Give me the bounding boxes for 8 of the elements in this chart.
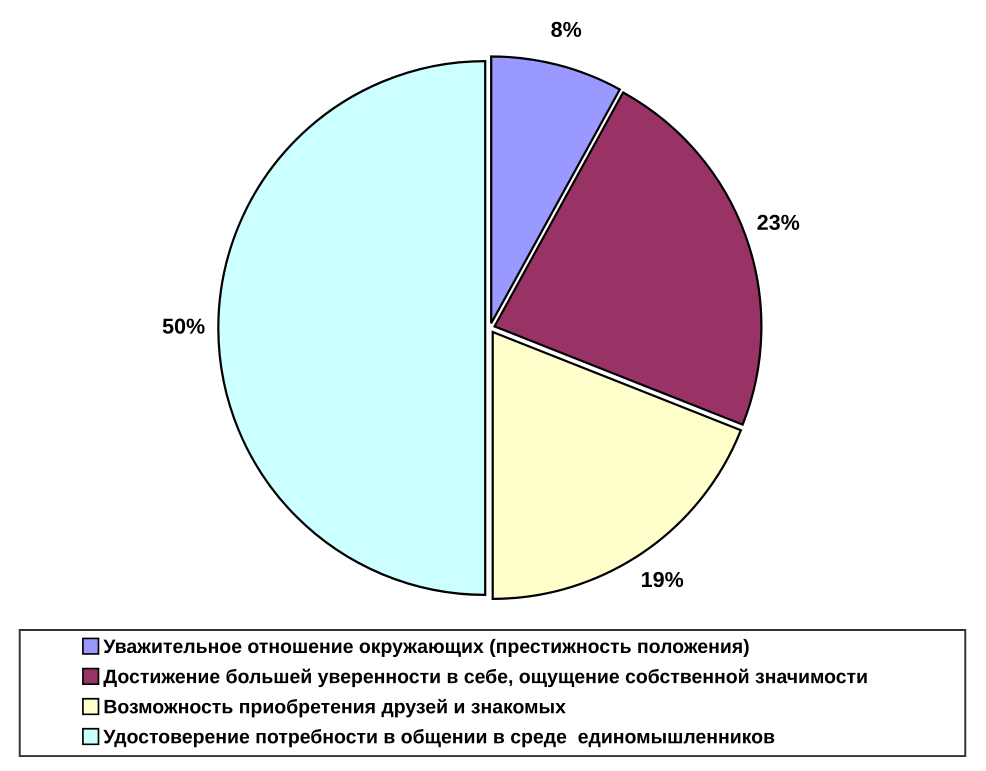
legend-label: Достижение большей уверенности в себе, ощущение собственной значимости [104, 668, 867, 688]
data-label: 8% [551, 22, 582, 38]
data-label: 23% [757, 214, 800, 230]
data-label: 50% [162, 318, 205, 334]
legend-label: Удостоверение потребности в общении в среде единомышленников [103, 729, 774, 748]
legend-label: Возможность приобретения друзей и знакомых [104, 698, 566, 718]
data-label: 19% [642, 572, 684, 588]
legend-label: Уважительное отношение окружающих (престижность положения) [103, 638, 749, 657]
